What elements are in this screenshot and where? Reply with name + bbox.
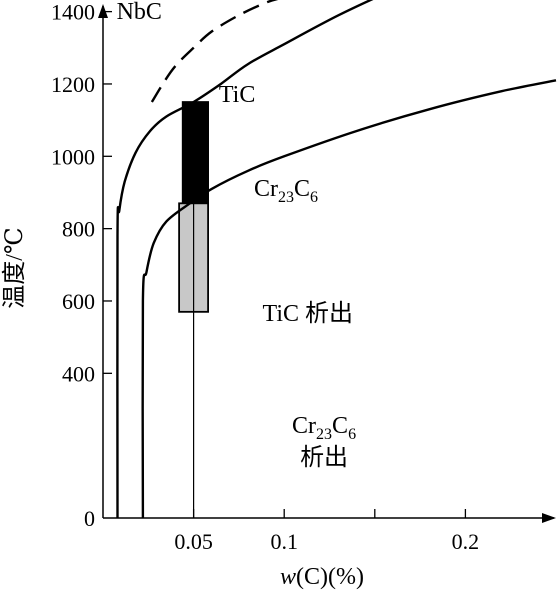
x-tick-label: 0.1: [270, 529, 298, 554]
y-axis-label: 温度/℃: [1, 227, 28, 309]
annotation-tic: TiC: [219, 82, 256, 108]
axes-layer: [98, 4, 556, 523]
y-tick-label: 400: [62, 361, 95, 386]
annotation-cr23c6-precip: Cr23C6: [292, 413, 356, 443]
x-tick-label: 0.05: [174, 529, 213, 554]
x-axis-label: w(C)(%): [280, 564, 364, 590]
series-line-nbc: [150, 0, 279, 103]
annotation-cr23c6: Cr23C6: [254, 176, 318, 206]
y-tick-label: 1200: [51, 72, 95, 97]
y-tick-label: 1400: [51, 0, 95, 25]
series-line-cr23c6: [141, 79, 557, 519]
axis-titles-layer: 温度/℃ w(C)(%): [1, 227, 364, 590]
series-line-tic: [116, 0, 374, 519]
series-layer: [116, 0, 557, 519]
x-axis-label-italic: w: [280, 564, 296, 590]
range-bar: [181, 101, 209, 205]
annotation-cr23c6-precip: 析出: [300, 444, 348, 471]
y-tick-label: 1000: [51, 144, 95, 169]
ticks-layer: 0 400 600 800 1000 1200 1400 0.05 0.1 0.2: [51, 0, 479, 554]
y-tick-label: 0: [84, 506, 95, 531]
x-tick-label: 0.2: [452, 529, 480, 554]
annotation-nbc: NbC: [117, 0, 162, 25]
y-tick-label: 600: [62, 289, 95, 314]
annotation-tic-precip: TiC 析出: [263, 300, 354, 327]
y-tick-label: 800: [62, 217, 95, 242]
x-axis-label-rest: (C)(%): [296, 564, 364, 590]
